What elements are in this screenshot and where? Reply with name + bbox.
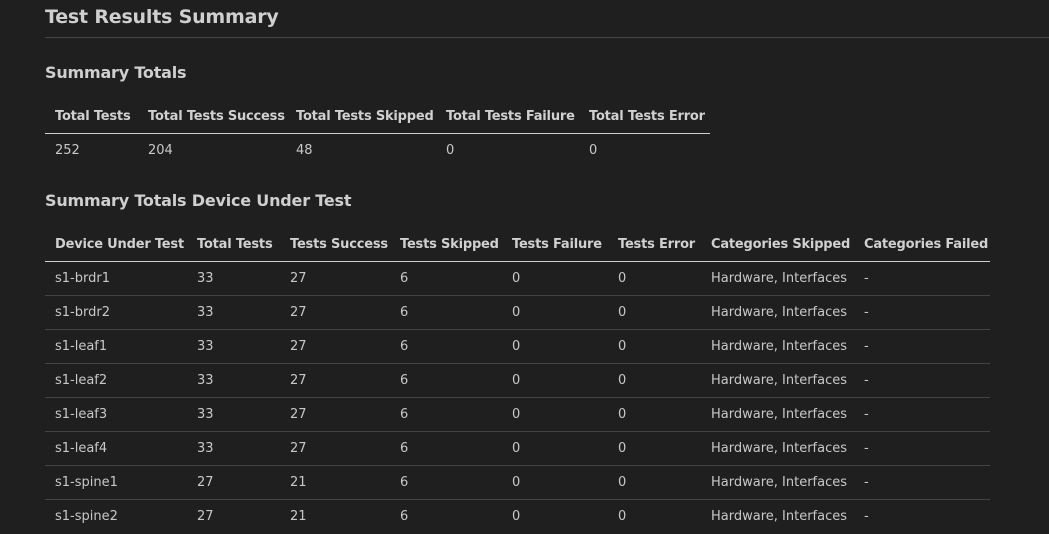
table-cell: 33 <box>187 329 280 364</box>
table-cell: 0 <box>502 363 608 398</box>
column-header: Categories Skipped <box>701 227 854 262</box>
table-cell: 0 <box>608 431 701 466</box>
table-cell: Hardware, Interfaces <box>711 509 848 524</box>
table-cell: - <box>854 261 990 296</box>
summary-dut-heading: Summary Totals Device Under Test <box>45 191 352 210</box>
column-header: Total Tests Failure <box>436 99 579 134</box>
table-cell: s1-leaf3 <box>45 397 187 432</box>
table-cell: 0 <box>608 295 701 330</box>
table-cell: 6 <box>390 295 502 330</box>
column-header: Tests Failure <box>502 227 608 262</box>
table-cell: 6 <box>390 431 502 466</box>
page-title: Test Results Summary <box>45 6 279 28</box>
table-cell: 27 <box>280 295 390 330</box>
column-header: Tests Skipped <box>390 227 502 262</box>
table-cell: 0 <box>502 295 608 330</box>
table-cell: - <box>854 397 990 432</box>
table-cell: 21 <box>280 465 390 500</box>
table-row: s1-spine1 27 21 6 0 0 Hardware, Interfaces - <box>45 465 990 500</box>
summary-totals-table: Total Tests Total Tests Success Total Test… <box>45 99 710 167</box>
column-header: Total Tests Skipped <box>286 99 436 134</box>
table-row: s1-brdr1 33 27 6 0 0 Hardware, Interfaces - <box>45 261 990 296</box>
table-cell: - <box>854 329 990 364</box>
table-cell: s1-brdr1 <box>45 261 187 296</box>
table-cell: 0 <box>502 261 608 296</box>
table-cell: 204 <box>148 143 173 158</box>
table-cell: 27 <box>280 363 390 398</box>
table-cell: 6 <box>390 397 502 432</box>
table-cell: s1-spine2 <box>55 509 118 524</box>
table-cell: Hardware, Interfaces <box>701 363 854 398</box>
column-header: Total Tests <box>187 227 280 262</box>
table-cell: Hardware, Interfaces <box>701 465 854 500</box>
table-cell: 0 <box>608 329 701 364</box>
table-cell: 0 <box>502 397 608 432</box>
table-cell: 252 <box>55 143 80 158</box>
table-cell: 6 <box>390 261 502 296</box>
table-cell: 0 <box>608 397 701 432</box>
table-cell: 33 <box>187 397 280 432</box>
column-header: Total Tests <box>45 99 138 134</box>
table-row: s1-spine2 27 21 6 0 0 Hardware, Interfaces - <box>45 500 990 534</box>
table-cell: 6 <box>400 509 409 524</box>
column-header: Categories Failed <box>854 227 990 262</box>
table-cell: 0 <box>512 509 521 524</box>
table-cell: - <box>864 509 869 524</box>
table-header-row: Total Tests Total Tests Success Total Test… <box>45 99 710 134</box>
table-row: s1-leaf3 33 27 6 0 0 Hardware, Interfaces - <box>45 397 990 432</box>
table-cell: - <box>854 465 990 500</box>
table-row: s1-leaf2 33 27 6 0 0 Hardware, Interfaces - <box>45 363 990 398</box>
table-cell: s1-brdr2 <box>45 295 187 330</box>
table-row: s1-leaf4 33 27 6 0 0 Hardware, Interfaces - <box>45 431 990 466</box>
column-header: Tests Success <box>280 227 390 262</box>
table-cell: 27 <box>280 261 390 296</box>
table-cell: 27 <box>197 509 214 524</box>
table-cell: - <box>854 363 990 398</box>
table-cell: 6 <box>390 363 502 398</box>
table-cell: 0 <box>608 261 701 296</box>
table-cell: 0 <box>502 431 608 466</box>
table-cell: 6 <box>390 329 502 364</box>
column-header: Total Tests Success <box>138 99 286 134</box>
column-header: Device Under Test <box>45 227 187 262</box>
table-cell: 0 <box>589 143 598 158</box>
table-row: s1-brdr2 33 27 6 0 0 Hardware, Interfaces - <box>45 295 990 330</box>
column-header: Total Tests Error <box>579 99 710 134</box>
table-cell: - <box>854 431 990 466</box>
table-cell: Hardware, Interfaces <box>701 329 854 364</box>
table-cell: 21 <box>290 509 307 524</box>
summary-totals-heading: Summary Totals <box>45 63 187 82</box>
table-cell: 0 <box>502 329 608 364</box>
table-cell: Hardware, Interfaces <box>701 261 854 296</box>
table-cell: Hardware, Interfaces <box>701 397 854 432</box>
table-cell: 6 <box>390 465 502 500</box>
table-cell: s1-leaf1 <box>45 329 187 364</box>
table-cell: 33 <box>187 295 280 330</box>
table-cell: Hardware, Interfaces <box>701 295 854 330</box>
table-cell: 48 <box>296 143 313 158</box>
table-cell: 33 <box>187 261 280 296</box>
table-cell: 0 <box>608 465 701 500</box>
table-header-row: Device Under Test Total Tests Tests Succes… <box>45 227 990 262</box>
table-cell: - <box>854 295 990 330</box>
table-cell: 0 <box>502 465 608 500</box>
table-row: s1-leaf1 33 27 6 0 0 Hardware, Interfaces - <box>45 329 990 364</box>
table-cell: Hardware, Interfaces <box>701 431 854 466</box>
column-header: Tests Error <box>608 227 701 262</box>
table-cell: 0 <box>608 363 701 398</box>
table-cell: s1-spine1 <box>45 465 187 500</box>
table-cell: 33 <box>187 431 280 466</box>
table-cell: 27 <box>280 329 390 364</box>
summary-dut-table: Device Under Test Total Tests Tests Succes… <box>45 227 990 533</box>
table-cell: s1-leaf4 <box>45 431 187 466</box>
table-row: 252 204 48 0 0 <box>45 134 710 168</box>
title-divider <box>45 37 1049 38</box>
table-cell: 27 <box>280 397 390 432</box>
table-cell: 27 <box>187 465 280 500</box>
table-cell: 0 <box>618 509 627 524</box>
table-cell: s1-leaf2 <box>45 363 187 398</box>
table-cell: 0 <box>446 143 455 158</box>
table-cell: 33 <box>187 363 280 398</box>
table-cell: 27 <box>280 431 390 466</box>
